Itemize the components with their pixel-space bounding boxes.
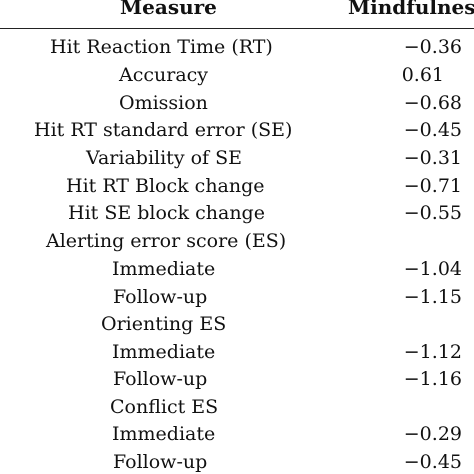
section-label: Conflict ES — [110, 396, 219, 418]
measure-label: Immediate — [112, 341, 216, 363]
measure-label: Accuracy — [119, 64, 209, 86]
table-row: Orienting ES — [0, 311, 474, 338]
mindfulness-value: −0.36 — [403, 36, 462, 58]
mindfulness-value: −1.15 — [403, 286, 462, 308]
column-header-mindfulness: Mindfulness — [348, 0, 474, 19]
mindfulness-value: −0.45 — [403, 119, 462, 141]
table-row: Conflict ES — [0, 394, 474, 421]
table-row: Hit SE block change −0.55 — [0, 200, 474, 227]
header-rule — [0, 28, 474, 29]
table-row: Accuracy 0.61 — [0, 62, 474, 89]
measure-label: Immediate — [112, 423, 216, 445]
mindfulness-value: −0.29 — [403, 423, 462, 445]
mindfulness-value: 0.61 — [401, 64, 444, 86]
measure-label: Hit SE block change — [68, 202, 265, 224]
measure-label: Follow-up — [113, 368, 208, 390]
table-row: Omission −0.68 — [0, 90, 474, 117]
measure-label: Follow-up — [113, 286, 208, 308]
section-label: Alerting error score (ES) — [46, 230, 287, 252]
measure-label: Hit RT Block change — [66, 175, 265, 197]
measure-label: Immediate — [112, 258, 216, 280]
section-label: Orienting ES — [101, 313, 227, 335]
mindfulness-value: −1.12 — [403, 341, 462, 363]
table-row: Alerting error score (ES) — [0, 228, 474, 255]
table-row: Follow-up −1.15 — [0, 284, 474, 311]
measure-label: Hit Reaction Time (RT) — [50, 36, 273, 58]
mindfulness-value: −0.55 — [403, 202, 462, 224]
table-row: Hit RT standard error (SE) −0.45 — [0, 117, 474, 144]
table-row: Follow-up −1.16 — [0, 366, 474, 393]
measure-label: Follow-up — [113, 451, 208, 473]
table-row: Immediate −1.04 — [0, 256, 474, 283]
table-row: Follow-up −0.45 — [0, 449, 474, 474]
measure-label: Omission — [119, 92, 208, 114]
mindfulness-value: −0.71 — [403, 175, 462, 197]
table-row: Immediate −1.12 — [0, 339, 474, 366]
column-header-measure: Measure — [120, 0, 217, 19]
table-row: Immediate −0.29 — [0, 421, 474, 448]
table-row: Hit Reaction Time (RT) −0.36 — [0, 34, 474, 61]
mindfulness-value: −0.68 — [403, 92, 462, 114]
mindfulness-value: −0.45 — [403, 451, 462, 473]
measure-label: Hit RT standard error (SE) — [34, 119, 293, 141]
measure-label: Variability of SE — [86, 147, 242, 169]
mindfulness-value: −1.16 — [403, 368, 462, 390]
mindfulness-value: −0.31 — [403, 147, 462, 169]
mindfulness-value: −1.04 — [403, 258, 462, 280]
table-row: Hit RT Block change −0.71 — [0, 173, 474, 200]
table-row: Variability of SE −0.31 — [0, 145, 474, 172]
